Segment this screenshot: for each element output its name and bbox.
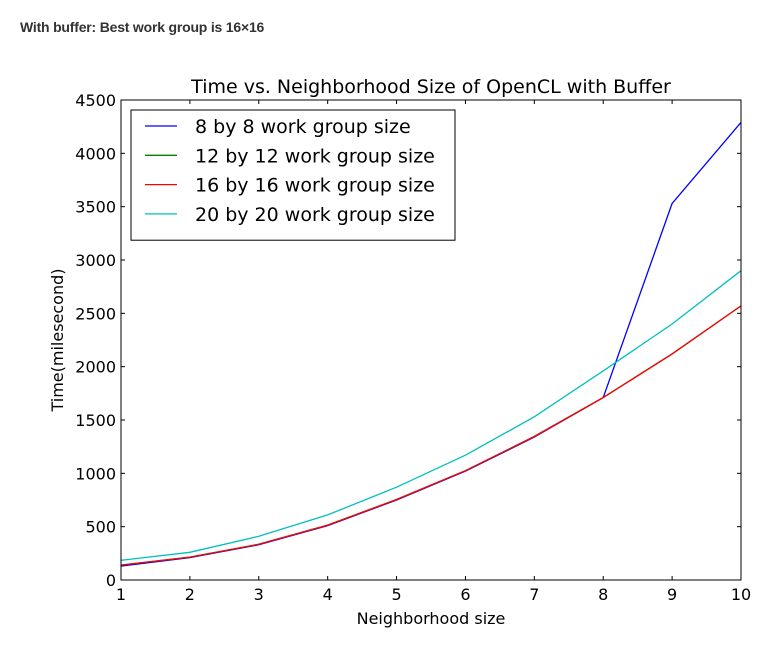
y-tick-label: 0 [106, 571, 116, 590]
series-line-3 [120, 305, 742, 566]
axis-ticks: 1 2 3 4 5 6 7 8 9 10 0 500 1000 1500 2000 2500 3000 3500 4… [75, 91, 751, 604]
x-tick-label: 2 [185, 585, 195, 604]
x-tick-label: 6 [460, 585, 470, 604]
series-line-4 [120, 270, 742, 561]
legend-label-4: 20 by 20 work group size [195, 204, 435, 226]
x-tick-label: 8 [598, 585, 608, 604]
y-axis-label: Time(milesecond) [48, 268, 67, 412]
x-tick-label: 5 [391, 585, 401, 604]
y-tick-label: 4500 [75, 91, 116, 110]
y-tick-label: 2500 [75, 304, 116, 323]
plot-area-frame [120, 99, 742, 581]
y-tick-label: 3500 [75, 198, 116, 217]
x-tick-label: 9 [667, 585, 677, 604]
legend-label-3: 16 by 16 work group size [195, 175, 435, 197]
legend-box [130, 109, 456, 241]
y-tick-label: 4000 [75, 144, 116, 163]
y-tick-label: 1500 [75, 411, 116, 430]
x-tick-label: 1 [116, 585, 126, 604]
legend-label-2: 12 by 12 work group size [195, 145, 435, 167]
legend-label-1: 8 by 8 work group size [195, 116, 411, 138]
y-tick-label: 500 [85, 518, 116, 537]
y-tick-label: 2000 [75, 358, 116, 377]
x-tick-label: 3 [254, 585, 264, 604]
x-tick-label: 7 [529, 585, 539, 604]
page-heading: With buffer: Best work group is 16×16 [20, 19, 265, 35]
x-axis-label: Neighborhood size [357, 609, 506, 628]
chart-legend: 8 by 8 work group size 12 by 12 work grou… [130, 109, 456, 241]
chart-title: Time vs. Neighborhood Size of OpenCL wit… [190, 76, 671, 98]
x-tick-label: 4 [323, 585, 333, 604]
x-tick-label: 10 [731, 585, 751, 604]
series-layer [120, 121, 742, 567]
y-tick-label: 1000 [75, 464, 116, 483]
y-tick-label: 3000 [75, 251, 116, 270]
series-line-2 [120, 305, 742, 566]
